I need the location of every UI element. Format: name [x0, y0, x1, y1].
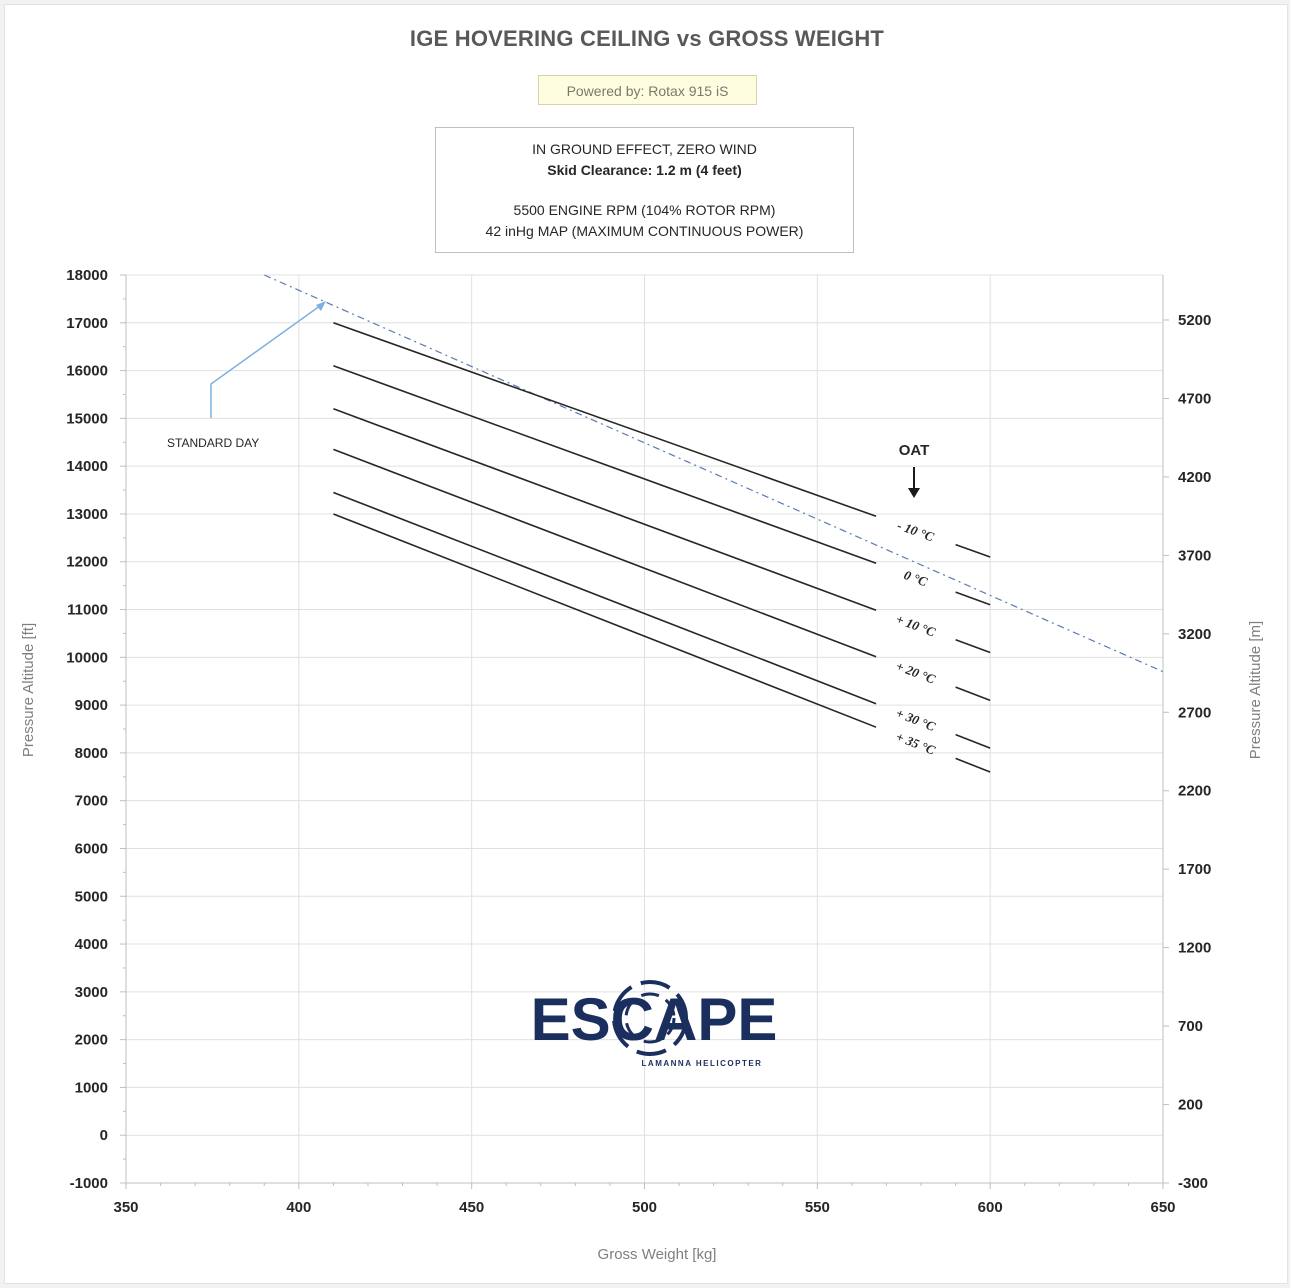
series-label: 0 °C	[902, 567, 930, 589]
y2-tick-label: 2200	[1178, 783, 1211, 800]
x-tick-label: 550	[805, 1199, 830, 1216]
y2-axis-title: Pressure Altitude [m]	[1247, 621, 1264, 759]
y2-tick-label: 4700	[1178, 390, 1211, 407]
y2-tick-label: 700	[1178, 1018, 1203, 1035]
y2-tick-label: 1200	[1178, 940, 1211, 957]
y-tick-label: 15000	[66, 410, 108, 427]
x-tick-label: 400	[286, 1199, 311, 1216]
y-tick-label: 7000	[75, 793, 108, 810]
series-label: - 10 °C	[895, 518, 936, 545]
y-tick-label: 3000	[75, 984, 108, 1001]
y2-tick-label: 1700	[1178, 861, 1211, 878]
series-line	[955, 591, 991, 606]
standard-day-arrow	[210, 302, 325, 418]
y2-tick-label: 4200	[1178, 469, 1211, 486]
series-line	[333, 513, 877, 728]
y2-tick-label: 3700	[1178, 547, 1211, 564]
axes: 1800017000160001500014000130001200011000…	[66, 267, 1211, 1216]
x-tick-label: 500	[632, 1199, 657, 1216]
y-tick-label: 13000	[66, 506, 108, 523]
y-tick-label: 5000	[75, 888, 108, 905]
logo-swirl-icon	[612, 980, 688, 1056]
condition-line: 5500 ENGINE RPM (104% ROTOR RPM)	[513, 202, 776, 218]
standard-day-line	[264, 274, 1164, 673]
logo-wordmark: ESCAPE	[531, 986, 778, 1053]
y-tick-label: 18000	[66, 267, 108, 284]
y-tick-label: 17000	[66, 315, 108, 332]
x-axis-title: Gross Weight [kg]	[598, 1246, 717, 1263]
y2-tick-label: -300	[1178, 1175, 1208, 1192]
y2-tick-label: 3200	[1178, 626, 1211, 643]
powered-by-label: Powered by: Rotax 915 iS	[538, 75, 757, 105]
x-tick-label: 650	[1150, 1199, 1175, 1216]
logo-swirl-inner-icon	[624, 992, 676, 1044]
oat-arrowhead	[908, 488, 920, 498]
chart-title: IGE HOVERING CEILING vs GROSS WEIGHT	[409, 26, 885, 51]
y-tick-label: 2000	[75, 1032, 108, 1049]
y-tick-label: 1000	[75, 1079, 108, 1096]
series-line	[333, 448, 877, 658]
condition-line: 42 inHg MAP (MAXIMUM CONTINUOUS POWER)	[485, 223, 804, 239]
standard-day-arrowhead	[316, 301, 326, 311]
y2-tick-label: 200	[1178, 1097, 1203, 1114]
series-line	[333, 322, 877, 518]
series-line	[955, 757, 991, 773]
series-label: + 20 °C	[894, 658, 938, 687]
series-line	[955, 543, 991, 558]
series-line	[333, 365, 877, 564]
series-line	[333, 408, 877, 611]
y-tick-label: 0	[100, 1127, 108, 1144]
x-tick-label: 350	[113, 1199, 138, 1216]
logo-tagline: LAMANNA HELICOPTER	[642, 1059, 763, 1068]
conditions-box: IN GROUND EFFECT, ZERO WIND Skid Clearan…	[435, 127, 854, 253]
series-line	[333, 491, 877, 705]
y-tick-label: 12000	[66, 554, 108, 571]
standard-day-label: STANDARD DAY	[167, 436, 259, 450]
y-tick-label: 11000	[67, 602, 108, 619]
y-tick-label: 6000	[75, 840, 108, 857]
series-line	[955, 733, 991, 749]
y-tick-label: 14000	[66, 458, 108, 475]
escape-logo: ESCAPE LAMANNA HELICOPTER	[531, 980, 778, 1068]
y-tick-label: 9000	[75, 697, 108, 714]
y-tick-label: 8000	[75, 745, 108, 762]
y-axis-title: Pressure Altitude [ft]	[20, 623, 37, 757]
y-tick-label: -1000	[70, 1175, 108, 1192]
x-tick-label: 600	[978, 1199, 1003, 1216]
condition-line: Skid Clearance: 1.2 m (4 feet)	[547, 162, 742, 178]
oat-label: OAT	[899, 442, 930, 459]
series-label: + 10 °C	[894, 611, 938, 639]
series-line	[955, 638, 991, 654]
annotations: Pressure Altitude [ft] Pressure Altitude…	[20, 301, 1264, 1263]
y2-tick-label: 2700	[1178, 704, 1211, 721]
y-tick-label: 16000	[66, 363, 108, 380]
y-tick-label: 4000	[75, 936, 108, 953]
series-line	[955, 686, 991, 702]
x-tick-label: 450	[459, 1199, 484, 1216]
y2-tick-label: 5200	[1178, 312, 1211, 329]
condition-line: IN GROUND EFFECT, ZERO WIND	[532, 141, 757, 157]
series-group: - 10 °C0 °C+ 10 °C+ 20 °C+ 30 °C+ 35 °C	[264, 274, 1164, 773]
y-tick-label: 10000	[66, 649, 108, 666]
